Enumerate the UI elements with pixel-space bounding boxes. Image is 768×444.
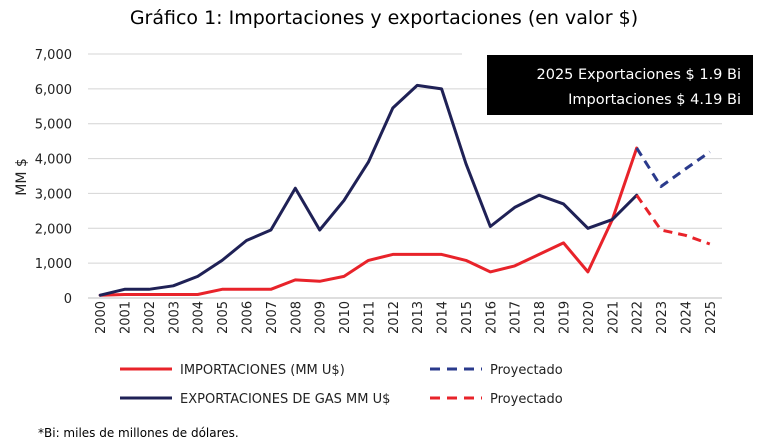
x-tick-label: 2001: [119, 301, 134, 334]
annotation-exports: 2025 Exportaciones $ 1.9 Bi: [537, 67, 742, 83]
x-tick-label: 2002: [143, 301, 158, 334]
y-axis-label: MM $: [14, 158, 30, 196]
x-tick-label: 2016: [484, 301, 499, 334]
x-tick-label: 2023: [655, 301, 670, 334]
x-tick-label: 2019: [558, 301, 573, 334]
x-tick-label: 2009: [314, 301, 329, 334]
x-tick-label: 2007: [265, 301, 280, 334]
legend: IMPORTACIONES (MM U$) EXPORTACIONES DE GA…: [120, 363, 563, 407]
x-tick-label: 2024: [679, 301, 694, 334]
y-tick-label: 7,000: [35, 48, 72, 63]
y-tick-label: 2,000: [35, 222, 72, 237]
x-tick-label: 2011: [362, 301, 377, 334]
x-tick-label: 2022: [631, 301, 646, 334]
x-tick-label: 2005: [216, 301, 231, 334]
y-tick-label: 1,000: [35, 257, 72, 272]
x-tick-label: 2006: [241, 301, 256, 334]
x-tick-label: 2017: [509, 301, 524, 334]
annotation-box: 2025 Exportaciones $ 1.9 Bi Importacione…: [487, 55, 753, 115]
x-tick-label: 2021: [606, 301, 621, 334]
x-tick-label: 2004: [192, 301, 207, 334]
x-tick-label: 2010: [338, 301, 353, 334]
series-line: [98, 83, 639, 297]
y-tick-label: 6,000: [35, 83, 72, 98]
legend-label: Proyectado: [490, 392, 563, 407]
gridlines: [88, 53, 722, 264]
chart-title: Gráfico 1: Importaciones y exportaciones…: [130, 7, 638, 29]
footnote: *Bi: miles de millones de dólares.: [38, 426, 239, 440]
y-tick-label: 3,000: [35, 187, 72, 202]
x-axis-tick-labels: 2000 2001 2002 2003 2004 2005 2006 2007 2008 2009…: [94, 301, 719, 334]
annotation-imports: Importaciones $ 4.19 Bi: [568, 92, 741, 108]
series-line: [98, 146, 639, 297]
legend-label: EXPORTACIONES DE GAS MM U$: [180, 392, 390, 407]
x-tick-label: 2015: [460, 301, 475, 334]
x-tick-label: 2018: [533, 301, 548, 334]
x-tick-label: 2025: [704, 301, 719, 334]
x-tick-label: 2020: [582, 301, 597, 334]
y-tick-label: 4,000: [35, 153, 72, 168]
y-axis-tick-labels: 0 1,000 2,000 3,000 4,000 5,000 6,000 7,000: [35, 48, 72, 307]
x-tick-label: 2014: [436, 301, 451, 334]
series-line: [635, 147, 711, 188]
x-tick-label: 2013: [411, 301, 426, 334]
x-tick-label: 2000: [94, 301, 109, 334]
series-lines: [98, 83, 711, 297]
legend-label: IMPORTACIONES (MM U$): [180, 363, 345, 378]
y-tick-label: 0: [64, 292, 72, 307]
x-tick-label: 2012: [387, 301, 402, 334]
series-line: [635, 194, 711, 246]
legend-label: Proyectado: [490, 363, 563, 378]
x-tick-label: 2008: [289, 301, 304, 334]
y-tick-label: 5,000: [35, 118, 72, 133]
x-tick-label: 2003: [167, 301, 182, 334]
